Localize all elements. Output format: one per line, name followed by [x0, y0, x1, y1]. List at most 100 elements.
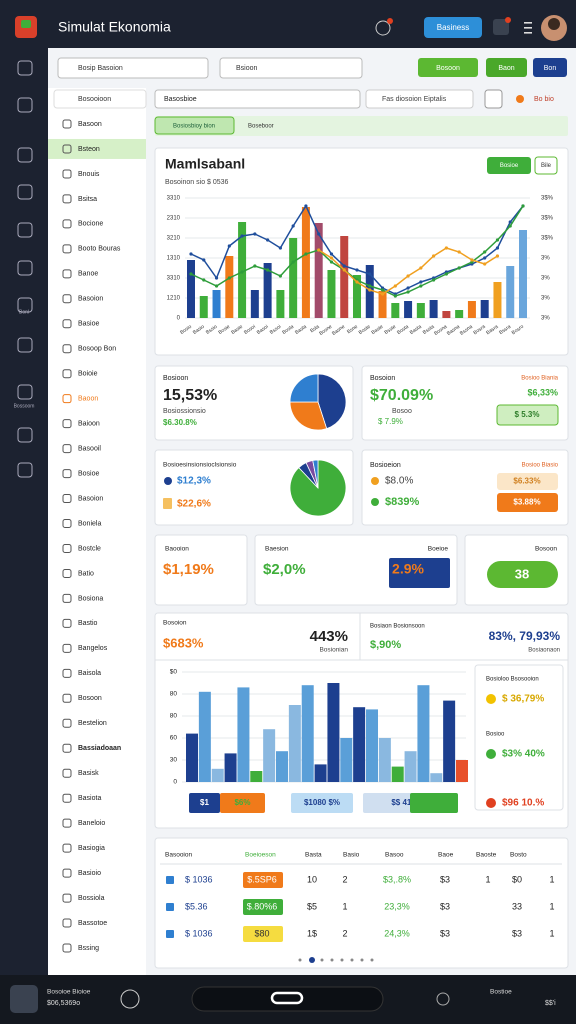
action-icon	[516, 95, 524, 103]
label[interactable]: Bosioe	[500, 163, 519, 169]
toolbar-button[interactable]	[418, 58, 478, 77]
kpi-button[interactable]	[497, 473, 558, 490]
sidebar-item[interactable]: Basioio	[78, 870, 101, 877]
sidebar-item[interactable]: Bsteon	[78, 146, 100, 153]
sidebar-item[interactable]: Basioe	[78, 321, 100, 328]
rail-icon[interactable]	[17, 147, 33, 163]
page-dot	[320, 958, 324, 962]
sidebar-item[interactable]: Bsitsa	[78, 196, 97, 203]
sidebar-item[interactable]: Bocione	[78, 221, 103, 228]
sidebar-item[interactable]: Bssing	[78, 945, 99, 952]
select-box[interactable]	[219, 57, 363, 79]
rail-icon[interactable]	[17, 384, 33, 400]
sidebar-item[interactable]: Bossiola	[78, 895, 105, 902]
sidebar-item[interactable]: Bosoon	[78, 695, 102, 702]
sidebar-item[interactable]: Bosiona	[78, 595, 103, 602]
sidebar-item[interactable]: Baioon	[78, 420, 100, 427]
sidebar-item[interactable]: Basoon	[78, 121, 102, 128]
logo-leaf	[21, 20, 31, 28]
label[interactable]: $1	[200, 798, 209, 807]
filter-icon[interactable]	[484, 89, 503, 109]
rail-icon[interactable]	[17, 222, 33, 238]
sidebar-item[interactable]: Boniela	[78, 520, 101, 527]
sidebar-item[interactable]: Basooil	[78, 445, 101, 452]
sidebar-item[interactable]: Banoe	[78, 271, 98, 278]
label[interactable]: $6.33%	[513, 477, 540, 486]
label[interactable]: $ 5.3%	[515, 410, 540, 419]
label[interactable]: $1080 $%	[304, 798, 340, 807]
rail-icon[interactable]	[17, 97, 33, 113]
toolbar-button[interactable]	[486, 58, 527, 77]
sidebar-item[interactable]: Bastio	[78, 620, 98, 627]
sidebar-item[interactable]: Bangelos	[78, 645, 108, 652]
filter-field[interactable]	[365, 89, 474, 109]
stat-pill[interactable]	[487, 561, 558, 588]
label[interactable]: Bo bio	[534, 96, 554, 103]
sidebar-item[interactable]: Basoion	[78, 296, 103, 303]
rail-icon[interactable]	[17, 60, 33, 76]
label[interactable]: Bon	[544, 65, 557, 72]
label[interactable]: Baon	[498, 65, 514, 72]
sidebar-item[interactable]: Bostcle	[78, 545, 101, 552]
search-box[interactable]	[57, 57, 209, 79]
page-dot	[340, 958, 344, 962]
label[interactable]: Boseboor	[248, 124, 274, 130]
rail-icon[interactable]	[17, 297, 33, 313]
line-point	[317, 232, 321, 236]
sidebar-item[interactable]: Basiogia	[78, 845, 105, 852]
sidebar-item[interactable]: Booto Bouras	[78, 246, 121, 253]
sidebar-search[interactable]	[53, 89, 147, 109]
sidebar-item[interactable]: Bosoop Bon	[78, 346, 116, 353]
sidebar-icon	[62, 194, 72, 204]
toolbar-button[interactable]	[533, 58, 567, 77]
sidebar-item[interactable]: Baneloio	[78, 820, 105, 827]
chart-button[interactable]	[487, 157, 531, 174]
footer-pill[interactable]	[191, 986, 384, 1012]
line-point	[495, 254, 500, 258]
sidebar-item[interactable]: Bestelion	[78, 720, 107, 727]
label: Fas diosoion Eiptalis	[382, 96, 447, 103]
bar	[327, 683, 340, 782]
line-point	[508, 220, 512, 224]
rail-icon[interactable]	[17, 337, 33, 353]
label: Bosoion	[370, 375, 395, 382]
sidebar-item[interactable]: Basoion	[78, 495, 103, 502]
sidebar-item[interactable]: Bassiadoaan	[78, 745, 121, 752]
rail-icon[interactable]	[17, 427, 33, 443]
label[interactable]: Bosoon	[436, 65, 460, 72]
label[interactable]: Bosiosbioy bion	[173, 124, 215, 130]
label[interactable]: $6%	[234, 798, 250, 807]
label[interactable]: 38	[515, 566, 529, 581]
kpi-button[interactable]	[496, 404, 559, 426]
sidebar-item[interactable]: Baisola	[78, 670, 101, 677]
sidebar-item[interactable]: Basiota	[78, 795, 101, 802]
table-cell: 1	[549, 928, 554, 938]
chart-button[interactable]	[534, 156, 558, 175]
sidebar-item[interactable]: Baoon	[78, 396, 98, 403]
table-header: Basta	[305, 852, 322, 859]
sidebar-item[interactable]: Bosioe	[78, 470, 100, 477]
panel-button[interactable]	[220, 793, 265, 813]
y-tick-label: 0	[173, 779, 177, 786]
sidebar-item[interactable]: Batio	[78, 570, 94, 577]
sidebar-item[interactable]: Boioie	[78, 371, 98, 378]
label[interactable]: $3.88%	[513, 498, 540, 507]
line-point	[495, 238, 500, 242]
rail-icon[interactable]	[17, 260, 33, 276]
kpi-button[interactable]	[497, 493, 558, 512]
legend-dot	[371, 498, 379, 506]
header-button[interactable]	[424, 17, 482, 38]
sidebar-item[interactable]: Bnouis	[78, 171, 100, 178]
rail-icon[interactable]	[17, 462, 33, 478]
tab-active[interactable]	[154, 116, 235, 135]
panel-button[interactable]	[291, 793, 353, 813]
header-button-label[interactable]: Basiness	[437, 23, 469, 32]
footer-icon[interactable]	[10, 985, 38, 1013]
sidebar-item[interactable]: Bassotoe	[78, 920, 107, 927]
sidebar-item[interactable]: Basisk	[78, 770, 99, 777]
label: Boeioe	[428, 546, 449, 553]
label[interactable]: Bile	[541, 163, 552, 169]
panel-button[interactable]	[189, 793, 220, 813]
rail-icon[interactable]	[17, 184, 33, 200]
filter-select[interactable]	[154, 89, 361, 109]
